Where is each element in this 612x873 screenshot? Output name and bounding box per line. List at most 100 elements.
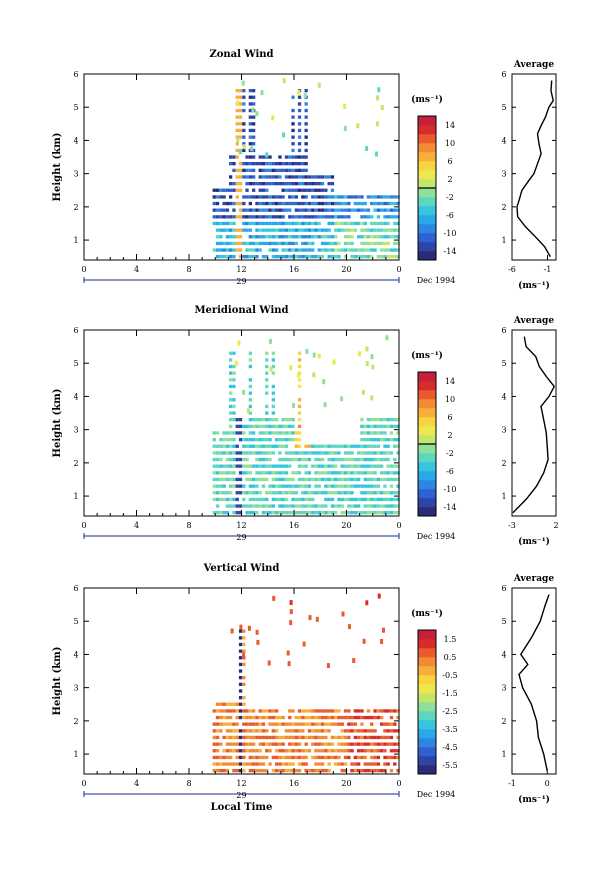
heatmap-cell — [343, 749, 348, 753]
heatmap-cell — [271, 491, 275, 495]
heatmap-cell — [327, 769, 331, 773]
heatmap-cell — [357, 444, 361, 448]
heatmap-cell — [248, 504, 252, 508]
heatmap-cell — [380, 201, 384, 206]
heatmap-cell — [334, 248, 338, 252]
heatmap-cell — [255, 722, 259, 726]
heatmap-cell — [288, 762, 292, 766]
heatmap-cell — [322, 379, 326, 385]
heatmap-cell — [219, 464, 223, 468]
heatmap-cell — [337, 221, 341, 226]
heatmap-cell — [317, 471, 321, 475]
heatmap-cell — [327, 255, 331, 259]
heatmap-cell — [245, 729, 249, 733]
heatmap-cell — [327, 235, 331, 239]
heatmap-cell — [229, 351, 233, 355]
y-tick-label: 2 — [73, 459, 78, 468]
heatmap-cell — [275, 424, 279, 428]
heatmap-cell — [268, 182, 272, 186]
colorbar-unit-label: (ms⁻¹) — [411, 608, 443, 619]
heatmap-cell — [297, 404, 302, 409]
heatmap-cell — [268, 431, 272, 435]
heatmap-cell — [242, 662, 246, 667]
heatmap-cell — [314, 215, 318, 219]
heatmap-cell — [320, 248, 325, 252]
heatmap-cell — [245, 735, 249, 740]
heatmap-cell — [219, 471, 223, 475]
heatmap-cell — [229, 241, 233, 246]
heatmap-cell — [383, 749, 387, 753]
heatmap-cell — [350, 248, 354, 252]
heatmap-cell — [242, 144, 246, 150]
heatmap-cell — [255, 755, 259, 760]
heatmap-cell — [222, 438, 226, 442]
heatmap-cell — [353, 715, 357, 720]
average-title: Average — [513, 316, 554, 326]
heatmap-cell — [304, 241, 308, 246]
heatmap-cell — [215, 511, 220, 515]
heatmap-cell — [261, 755, 266, 760]
heatmap-cell — [252, 444, 256, 448]
colorbar-swatch — [418, 702, 436, 712]
heatmap-cell — [327, 175, 331, 179]
heatmap-cell — [212, 438, 216, 442]
heatmap-cell — [235, 484, 239, 488]
heatmap-cell — [383, 208, 387, 212]
heatmap-cell — [373, 201, 377, 206]
heatmap-cell — [252, 241, 256, 246]
heatmap-cell — [327, 709, 331, 713]
heatmap-cell — [373, 735, 377, 740]
heatmap-cell — [261, 438, 266, 442]
heatmap-cell — [268, 749, 272, 753]
heatmap-cell — [265, 208, 269, 212]
heatmap-cell — [382, 627, 385, 633]
heatmap-cell — [235, 709, 239, 713]
heatmap-cell — [242, 729, 246, 733]
heatmap-cell — [380, 471, 384, 475]
heatmap-cell — [291, 201, 295, 206]
heatmap-cell — [245, 438, 249, 442]
heatmap-cell — [225, 755, 230, 760]
heatmap-cell — [294, 444, 298, 448]
heatmap-cell — [366, 484, 371, 488]
heatmap-cell — [373, 228, 377, 232]
heatmap-cell — [252, 162, 256, 166]
heatmap-cell — [343, 457, 348, 462]
heatmap-cell — [242, 208, 246, 212]
heatmap-cell — [347, 241, 351, 246]
heatmap-cell — [386, 228, 390, 232]
heatmap-cell — [284, 438, 289, 442]
heatmap-cell — [222, 471, 226, 475]
heatmap-cell — [255, 201, 259, 206]
heatmap-cell — [386, 762, 390, 766]
heatmap-cell — [383, 735, 387, 740]
avg-y-tick-label: 4 — [501, 650, 506, 659]
heatmap-cell — [294, 175, 298, 179]
heatmap-cell — [215, 709, 220, 713]
heatmap-cell — [235, 722, 239, 726]
heatmap-cell — [291, 735, 295, 740]
heatmap-cell — [320, 755, 325, 760]
heatmap-cell — [350, 221, 354, 226]
heatmap-cell — [238, 689, 243, 693]
heatmap-cell — [297, 142, 302, 146]
heatmap-cell — [304, 155, 308, 159]
date-label: 29 — [236, 791, 246, 800]
heatmap-cell — [235, 122, 239, 126]
heatmap-cell — [219, 762, 223, 766]
heatmap-cell — [365, 600, 369, 606]
heatmap-cell — [371, 364, 375, 370]
heatmap-cell — [380, 722, 384, 726]
x-tick-label: 0 — [81, 521, 86, 530]
heatmap-cell — [396, 497, 400, 502]
heatmap-cell — [238, 649, 243, 653]
heatmap-cell — [301, 241, 305, 246]
heatmap-cell — [307, 491, 312, 495]
average-profile-line — [512, 336, 556, 514]
heatmap-cell — [360, 424, 364, 428]
y-tick-label: 2 — [73, 203, 78, 212]
heatmap-cell — [297, 742, 302, 746]
heatmap-cell — [291, 255, 295, 259]
heatmap-cell — [343, 755, 348, 760]
heatmap-cell — [389, 208, 394, 212]
